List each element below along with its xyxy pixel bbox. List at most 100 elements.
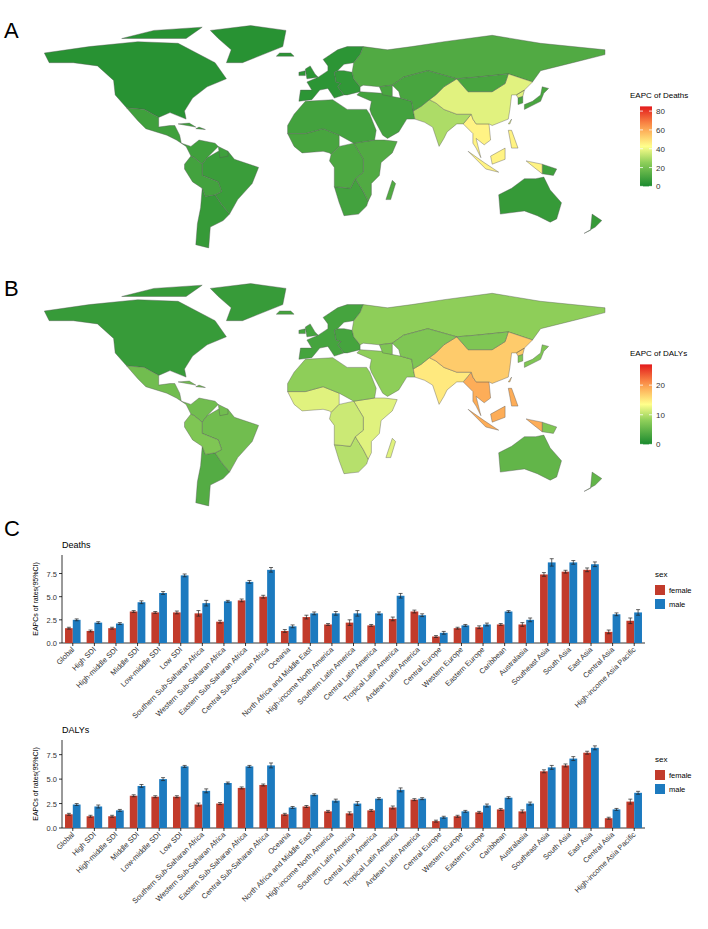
- bar: [138, 786, 146, 828]
- error-bar: [132, 611, 136, 613]
- error-bar: [67, 813, 71, 815]
- error-bar: [399, 788, 403, 792]
- x-tick: [591, 643, 592, 646]
- map-region: [463, 372, 542, 432]
- bar: [483, 806, 491, 828]
- x-tick-label: South Asia: [541, 829, 573, 861]
- error-bar: [118, 623, 122, 625]
- legend-key: [655, 784, 665, 794]
- error-bar: [636, 791, 640, 794]
- bar: [626, 802, 634, 828]
- colorbar-tick: [640, 129, 643, 130]
- colorbar-tick: [640, 414, 643, 415]
- legend-title: sex: [655, 570, 667, 579]
- y-tick-label: 7.5: [47, 570, 57, 579]
- error-bar: [442, 631, 446, 634]
- bar: [569, 562, 577, 643]
- y-axis-title: EAPCs of rates(95%CI): [32, 747, 40, 821]
- error-bar: [507, 797, 511, 799]
- bar: [259, 785, 267, 828]
- x-tick: [267, 828, 268, 831]
- bar: [159, 593, 167, 643]
- error-bar: [477, 626, 481, 629]
- error-bar: [334, 612, 338, 616]
- colorbar: [640, 364, 652, 444]
- colorbar-tick-label: 20: [656, 381, 665, 390]
- error-bar: [304, 806, 308, 808]
- bar: [583, 753, 591, 828]
- error-bar: [456, 815, 460, 817]
- error-bar: [377, 612, 381, 615]
- error-bar: [110, 815, 114, 817]
- error-bar: [89, 630, 93, 632]
- x-tick: [483, 643, 484, 646]
- x-tick: [439, 828, 440, 831]
- error-bar: [183, 574, 187, 577]
- error-bar: [110, 627, 114, 629]
- error-bar: [204, 789, 208, 793]
- bar: [440, 817, 448, 828]
- bar: [375, 613, 383, 643]
- bar: [540, 771, 548, 828]
- x-tick: [115, 643, 116, 646]
- bar: [310, 613, 318, 643]
- bar: [591, 748, 599, 828]
- x-tick: [159, 828, 160, 831]
- colorbar-tick-label: 60: [656, 126, 665, 135]
- legend-label: female: [669, 771, 692, 780]
- y-tick-label: 2.5: [47, 616, 57, 625]
- map-region: [379, 71, 508, 111]
- x-tick-label: Central Sub-Saharan Africa: [200, 829, 272, 901]
- bar: [497, 809, 505, 828]
- map-region: [499, 435, 602, 491]
- error-bar: [628, 799, 632, 804]
- bar: [569, 759, 577, 828]
- x-tick: [439, 643, 440, 646]
- error-bar: [196, 803, 200, 806]
- map-region: [276, 47, 363, 102]
- colorbar-tick-label: 40: [656, 145, 665, 154]
- error-bar: [96, 622, 100, 624]
- bar: [548, 562, 556, 643]
- error-bar: [175, 611, 179, 614]
- bar: [332, 801, 340, 828]
- bar: [289, 807, 297, 828]
- map-region: [127, 366, 219, 422]
- error-bar: [153, 796, 157, 798]
- chart-title: Deaths: [62, 540, 91, 550]
- error-bar: [261, 784, 265, 786]
- error-bar: [477, 811, 481, 813]
- error-bar: [499, 808, 503, 810]
- x-tick: [115, 828, 116, 831]
- error-bar: [520, 810, 524, 813]
- y-tick: [59, 619, 62, 620]
- error-bar: [196, 611, 200, 617]
- bar: [475, 627, 483, 643]
- bar: [518, 624, 526, 643]
- x-tick: [331, 828, 332, 831]
- bar: [224, 783, 232, 828]
- bar: [613, 809, 621, 828]
- bar: [591, 564, 599, 643]
- x-tick: [267, 643, 268, 646]
- x-tick: [461, 643, 462, 646]
- x-tick: [612, 643, 613, 646]
- error-bar: [218, 803, 222, 805]
- error-bar: [607, 630, 611, 634]
- error-bar: [96, 805, 100, 808]
- bar: [483, 624, 491, 643]
- x-tick: [310, 828, 311, 831]
- error-bar: [542, 770, 546, 773]
- error-bar: [420, 614, 424, 617]
- error-bar: [369, 809, 373, 811]
- error-bar: [348, 620, 352, 626]
- x-tick: [202, 643, 203, 646]
- bar: [216, 804, 224, 828]
- error-bar: [67, 627, 71, 629]
- error-bar: [312, 794, 316, 796]
- bar: [411, 612, 419, 643]
- error-bar: [614, 808, 618, 810]
- map-region: [44, 26, 286, 120]
- x-tick: [569, 828, 570, 831]
- error-bar: [291, 625, 295, 628]
